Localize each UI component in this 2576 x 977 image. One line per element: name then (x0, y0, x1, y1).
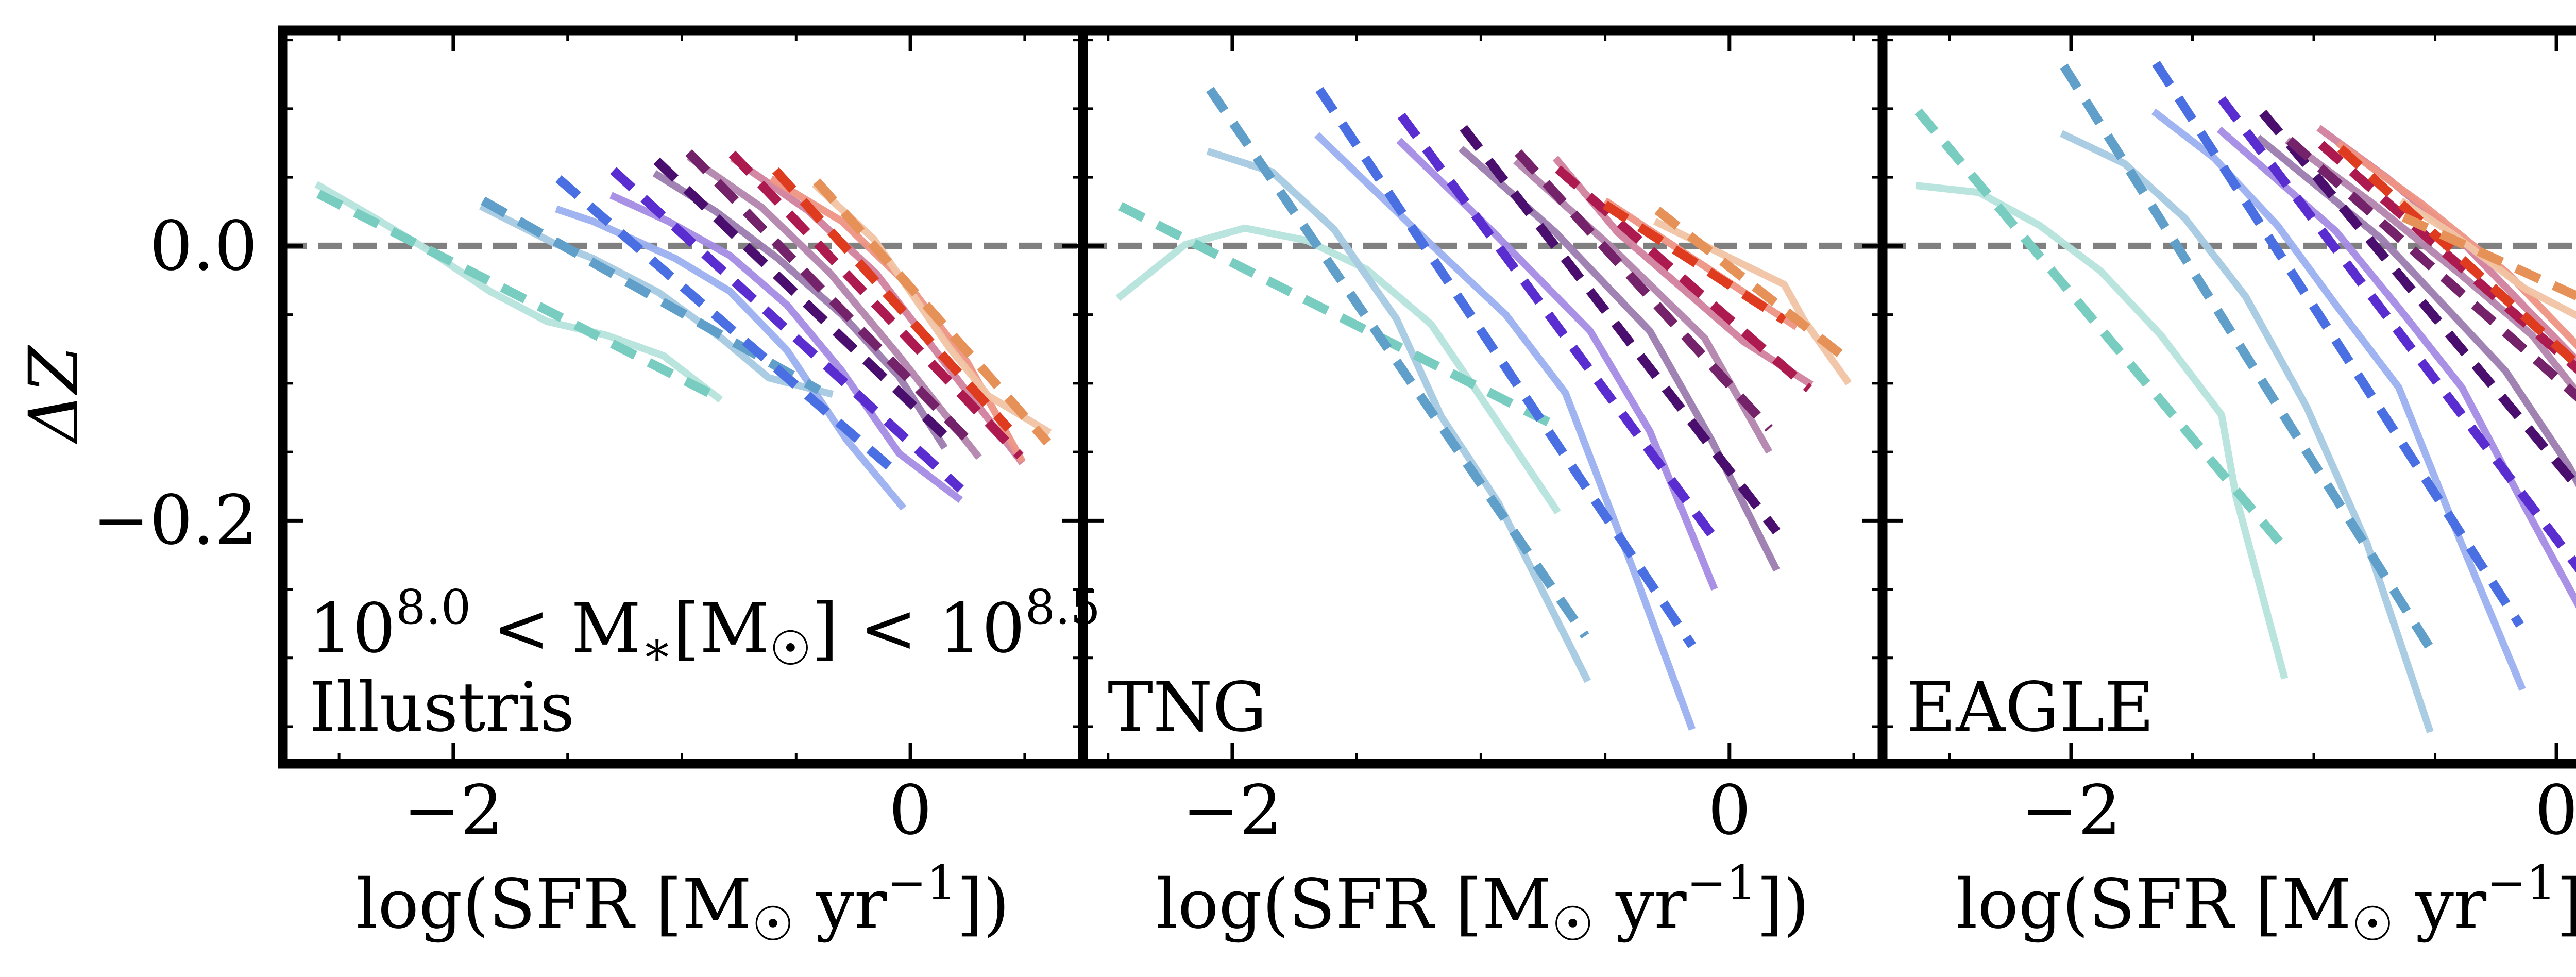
median-line-z5 (686, 154, 982, 460)
panel-name-tng: TNG (1108, 668, 1267, 747)
panel-name-illustris: Illustris (309, 668, 574, 747)
x-axis-label-illustris: log(SFR [M☉ yr−1]) (356, 855, 1009, 952)
x-axis-label-part: ]) (2556, 865, 2576, 944)
panel-frame (1877, 25, 2576, 769)
median-line-z8 (1653, 218, 1852, 385)
median-line-z5 (1513, 158, 1773, 454)
fit-line-z7 (2337, 145, 2576, 370)
median-line-z4 (2256, 134, 2576, 487)
x-axis-label-part: ☉ (1551, 897, 1594, 952)
ytick-label-0: 0.0 (149, 207, 258, 286)
x-axis-label-part: log(SFR [M (1956, 865, 2351, 944)
fit-line-z3 (1397, 112, 1719, 542)
panel-name-eagle: EAGLE (1906, 668, 2154, 747)
fit-line-z1 (1206, 87, 1589, 639)
median-line-z5 (2285, 137, 2576, 397)
fit-line-z7 (1602, 200, 1787, 324)
fit-line-z2 (555, 175, 893, 471)
x-axis-label-part: −1 (887, 855, 957, 911)
mass-annot-exp1: 8.0 (396, 580, 471, 635)
fit-line-z0 (316, 190, 714, 399)
x-axis-label-tng: log(SFR [M☉ yr−1]) (1156, 855, 1809, 952)
ytick-label-minus-0.2: −0.2 (92, 481, 258, 560)
x-axis-label-part: log(SFR [M (356, 865, 752, 944)
xtick-label-tng-0: −2 (1182, 771, 1283, 850)
x-axis-label-part: −1 (2486, 855, 2556, 911)
x-axis-label-part: ☉ (2351, 897, 2394, 952)
x-axis-label-part: ☉ (752, 897, 794, 952)
fit-line-z1 (2060, 63, 2434, 651)
xtick-label-illustris-1: 0 (889, 771, 932, 850)
fit-line-z5 (2286, 137, 2576, 402)
x-axis-label-part: log(SFR [M (1156, 865, 1552, 944)
fit-line-z6 (728, 150, 1024, 460)
mass-annot-unit: [M (673, 589, 770, 668)
median-line-z2 (555, 205, 907, 511)
xtick-label-eagle-0: −2 (2021, 771, 2122, 850)
xtick-label-tng-1: 0 (1708, 771, 1751, 850)
series-group (1115, 87, 1852, 731)
fit-line-z5 (685, 149, 971, 443)
fit-line-z0 (1914, 108, 2286, 549)
panel-illustris (278, 25, 1088, 769)
fit-line-z6 (1555, 165, 1812, 393)
mass-annot-10a: 10 (309, 589, 396, 668)
mass-annot-exp2: 8.5 (1025, 580, 1100, 635)
median-line-z2 (2151, 108, 2526, 691)
fit-line-z7 (772, 167, 1012, 432)
panel-tng (1078, 25, 1888, 769)
panel-eagle (1877, 25, 2576, 769)
fit-line-z6 (2318, 141, 2576, 374)
median-line-z6 (730, 155, 1025, 465)
fit-line-z2 (1315, 87, 1696, 648)
mass-annot-close: ] < 10 (812, 589, 1025, 668)
x-axis-label-part: ]) (1756, 865, 1809, 944)
fit-line-z4 (2259, 110, 2576, 493)
x-axis-label-part: yr (2394, 865, 2487, 944)
xtick-label-eagle-1: 0 (2535, 771, 2576, 850)
mass-annot-star: ∗ (641, 621, 673, 676)
x-axis-label-part: −1 (1687, 855, 1757, 911)
series-group (314, 149, 1052, 511)
mass-annot-sun: ☉ (769, 621, 811, 676)
median-line-z8 (2399, 197, 2576, 319)
x-axis-label-part: yr (794, 865, 887, 944)
series-group (1914, 61, 2576, 733)
mass-range-annotation: 108.0 < M∗[M☉] < 108.5 (309, 580, 1100, 676)
fit-line-z8 (813, 178, 1051, 446)
mass-annot-lt1: < M (471, 589, 641, 668)
fit-line-z3 (610, 167, 964, 493)
x-axis-label-part: yr (1594, 865, 1687, 944)
x-axis-label-part: ]) (957, 865, 1010, 944)
y-axis-label: ΔZ (14, 345, 94, 445)
median-line-z0 (1915, 182, 2289, 680)
fit-line-z2 (2152, 61, 2524, 628)
median-line-z3 (609, 192, 963, 503)
fit-line-z8 (2401, 213, 2576, 301)
fit-line-z1 (481, 196, 822, 395)
median-line-z1 (2060, 130, 2434, 733)
fit-line-z4 (653, 157, 948, 439)
fit-line-z3 (2217, 96, 2576, 572)
panels (278, 25, 2576, 769)
xtick-label-illustris-0: −2 (403, 771, 504, 850)
fit-line-z5 (1515, 149, 1773, 432)
fit-line-z4 (1460, 125, 1781, 535)
x-axis-label-eagle: log(SFR [M☉ yr−1]) (1956, 855, 2576, 952)
median-line-z3 (2216, 126, 2576, 609)
median-line-z0 (314, 181, 723, 403)
